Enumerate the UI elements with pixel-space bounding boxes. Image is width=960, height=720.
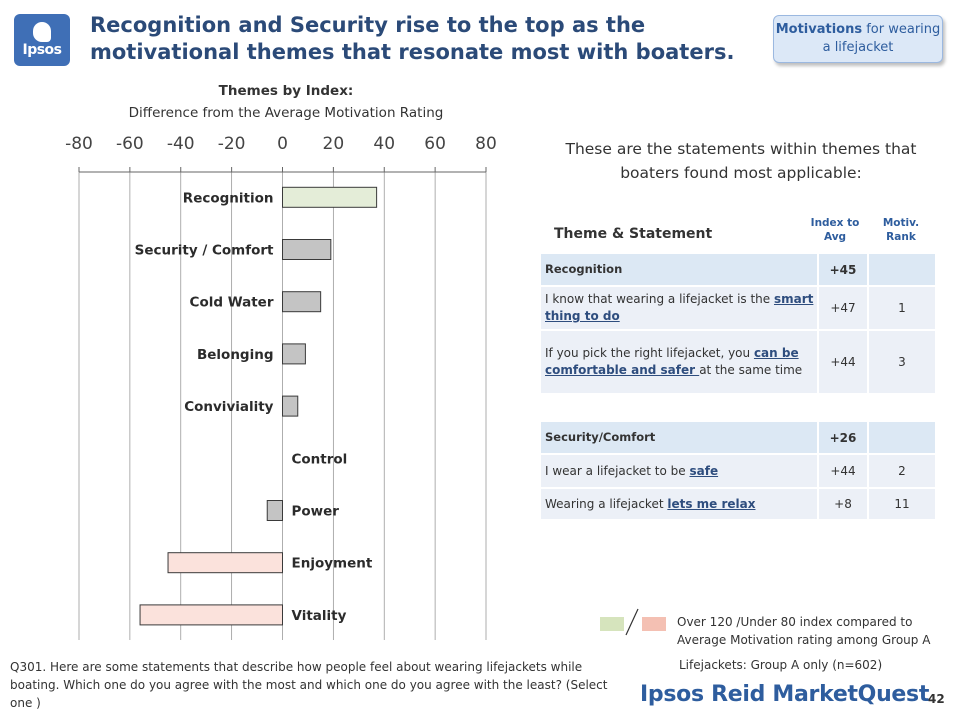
statement-rank: 11 (867, 488, 935, 521)
statement-rank: 1 (867, 286, 935, 331)
statement-key: smart thing to do (545, 292, 814, 323)
x-tick-label: 20 (323, 134, 345, 154)
statement-pre: If you pick the right lifejacket, you (545, 346, 754, 360)
bar (282, 343, 306, 365)
statement-row: I wear a lifejacket to be safe +44 2 (541, 454, 935, 489)
page-number: 42 (928, 692, 945, 706)
sample-note: Lifejackets: Group A only (n=602) (679, 658, 883, 672)
legend-over-swatch (600, 617, 624, 631)
category-label: Belonging (197, 347, 274, 363)
x-tick-label: 0 (277, 134, 288, 154)
legend-slash-icon (625, 608, 639, 636)
x-tick-label: -40 (167, 134, 195, 154)
statement-index: +44 (817, 454, 868, 489)
category-label: Vitality (292, 608, 347, 624)
ipsos-logo: Ipsos (14, 14, 70, 66)
category-label: Power (292, 504, 340, 520)
bar (282, 395, 299, 417)
bar (282, 239, 332, 260)
statement-key: can be comfortable and safer (545, 346, 799, 377)
statement-text: If you pick the right lifejacket, you ca… (541, 330, 818, 395)
category-label: Conviviality (184, 399, 273, 415)
question-footnote: Q301. Here are some statements that desc… (10, 660, 608, 710)
header-theme: Theme & Statement (554, 226, 713, 242)
section-badge: Motivations for wearing a lifejacket (773, 15, 943, 63)
statement-key: safe (689, 463, 719, 478)
x-tick-label: -80 (65, 134, 93, 154)
legend-under-swatch (642, 617, 666, 631)
bar (266, 500, 284, 521)
bar (282, 186, 378, 208)
bar (167, 552, 283, 574)
group-header-row: Security/Comfort +26 (541, 422, 935, 455)
group-index: +45 (817, 254, 868, 287)
statement-rank: 3 (867, 330, 935, 395)
x-tick-label: 60 (424, 134, 446, 154)
statement-pre: Wearing a lifejacket (545, 496, 668, 511)
bar (139, 604, 283, 626)
group-rank (867, 254, 935, 287)
group-name: Security/Comfort (541, 422, 818, 455)
group-rank (867, 422, 935, 455)
category-label: Recognition (183, 190, 274, 206)
category-label: Control (292, 451, 348, 467)
statement-index: +47 (817, 286, 868, 331)
chart-title: Themes by Index: (218, 83, 354, 99)
logo-text: Ipsos (22, 42, 62, 58)
group-index: +26 (817, 422, 868, 455)
statement-pre: I know that wearing a lifejacket is the (545, 292, 774, 306)
brand-wordmark: Ipsos Reid MarketQuest (640, 682, 930, 707)
statement-key: lets me relax (667, 496, 756, 511)
security-table: Security/Comfort +26 I wear a lifejacket… (541, 422, 935, 521)
x-tick-label: -20 (218, 134, 246, 154)
statement-post: at the same time (699, 363, 803, 377)
x-tick-label: -60 (116, 134, 144, 154)
recognition-table: Recognition +45 I know that wearing a li… (541, 254, 935, 395)
header-index: Index to Avg (810, 217, 860, 243)
logo-mark-icon (33, 22, 51, 42)
bar-chart: -80 -60 -40 -20 0 20 40 60 80 Recognition Security… (65, 134, 497, 640)
statement-row: Wearing a lifejacket lets me relax +8 11 (541, 488, 935, 521)
category-label: Cold Water (190, 295, 274, 311)
statement-text: Wearing a lifejacket lets me relax (541, 488, 818, 521)
x-tick-label: 40 (373, 134, 395, 154)
statement-text: I know that wearing a lifejacket is the … (541, 286, 818, 331)
statement-text: I wear a lifejacket to be safe (541, 454, 818, 489)
statement-row: If you pick the right lifejacket, you ca… (541, 330, 935, 395)
badge-rest: for wearing a lifejacket (822, 22, 941, 55)
header-rank: Motiv. Rank (882, 217, 920, 243)
badge-strong: Motivations (775, 22, 863, 37)
slide-title: Recognition and Security rise to the top… (90, 13, 735, 64)
x-tick-label: 80 (475, 134, 497, 154)
table-intro: These are the statements within themes t… (565, 140, 917, 182)
group-name: Recognition (541, 254, 818, 287)
group-header-row: Recognition +45 (541, 254, 935, 287)
statement-index: +8 (817, 488, 868, 521)
statement-row: I know that wearing a lifejacket is the … (541, 286, 935, 331)
category-label: Enjoyment (292, 556, 373, 572)
statement-rank: 2 (867, 454, 935, 489)
category-label: Security / Comfort (135, 243, 274, 259)
bar (282, 291, 322, 313)
chart-subtitle: Difference from the Average Motivation R… (128, 105, 444, 121)
statement-pre: I wear a lifejacket to be (545, 463, 690, 478)
legend-text: Over 120 /Under 80 index compared to Ave… (677, 615, 931, 647)
statement-index: +44 (817, 330, 868, 395)
